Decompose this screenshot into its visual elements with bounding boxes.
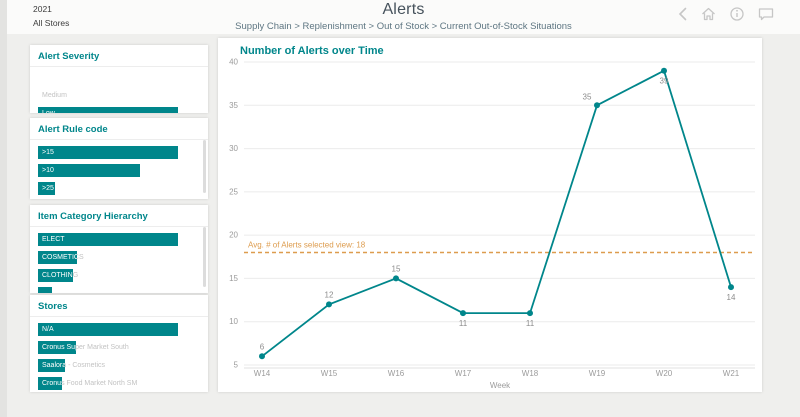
slicer-item[interactable]: ELECTELECT [38,233,178,246]
chart-title: Number of Alerts over Time [240,45,384,57]
slicer-item-label: >25 [42,185,54,192]
slicer-item-bar: Cronus Food Market North SM [38,377,62,390]
slicer-item-label: Cronus Food Market North SM [42,380,62,387]
slicer-item-label-overflow: Saalora - Cosmetics [42,362,106,369]
left-edge-strip [0,0,7,417]
y-tick-label: 35 [229,101,238,110]
chart-panel: Number of Alerts over Time 5 10 15 20 25 30 35… [218,38,762,392]
x-tick-label: W20 [656,369,673,378]
home-icon[interactable] [701,7,716,21]
y-tick-label: 30 [229,144,238,153]
x-tick-label: W19 [589,369,606,378]
data-point-label: 39 [660,77,669,86]
avg-line-label: Avg. # of Alerts selected view: 18 [248,241,366,250]
slicer-item-label: Saalora - Cosmetics [42,362,65,369]
slicer-item-label: >10 [42,167,54,174]
alerts-line-chart[interactable]: 5 10 15 20 25 30 35 40 Avg. # of Alerts selected… [218,38,762,392]
data-point-label: 11 [459,319,468,328]
slicer-panel-title: Alert Rule code [30,118,208,140]
slicer-item-bar: Low [38,107,178,113]
report-header: 2021 All Stores Alerts Supply Chain > Re… [7,0,800,34]
y-tick-label: 15 [229,274,238,283]
header-actions [678,7,774,21]
slicer-item[interactable]: CLOTHINGCLOTHING [38,269,178,282]
back-chevron-icon[interactable] [678,7,687,21]
breadcrumb: Supply Chain > Replenishment > Out of St… [235,21,572,32]
slicer-item-bar: >25 [38,182,55,195]
slicer-panel-title: Item Category Hierarchy [30,205,208,227]
slicer-item-bar: >10 [38,164,141,177]
slicer-panel-item-category-hierarchy: Item Category Hierarchy ELECTELECT COSMETI… [30,205,208,293]
year-filter-label[interactable]: 2021 [33,4,52,14]
slicer-item[interactable]: >25>25 [38,182,178,195]
store-filter-label[interactable]: All Stores [33,18,70,28]
data-point-marker[interactable] [259,353,265,360]
slicer-item[interactable]: >15>15 [38,146,178,159]
panel-scrollbar[interactable] [203,227,206,287]
slicer-item-bar: COSMETICS [38,251,78,264]
y-tick-label: 25 [229,187,238,196]
panel-scrollbar[interactable] [203,140,206,193]
slicer-item[interactable]: N/AN/A [38,323,178,336]
slicer-item-bar: ELECT [38,233,178,246]
data-point-label: 14 [727,293,736,302]
alerts-series-line [261,69,732,358]
x-tick-label: W18 [522,369,539,378]
data-point-label: 11 [526,319,535,328]
slicer-item[interactable]: LowLow [38,107,178,113]
slicer-panel-title: Stores [30,295,208,317]
slicer-item-label: COSMETICS [42,254,78,261]
slicer-item-bar: CLOTHING [38,269,73,282]
slicer-item[interactable]: MediumMedium [38,89,178,102]
x-tick-label: W14 [254,369,271,378]
x-tick-label: W17 [455,369,472,378]
slicer-item-bar [38,287,52,293]
data-point-marker[interactable] [527,310,533,317]
data-point-marker[interactable] [326,301,332,308]
y-tick-label: 20 [229,231,238,240]
slicer-item[interactable]: >10>10 [38,164,178,177]
data-point-marker[interactable] [728,284,734,291]
x-tick-label: W15 [321,369,338,378]
slicer-panel-alert-severity: Alert Severity MediumMedium LowLow [30,45,208,113]
slicer-item-label: Low [42,107,55,113]
slicer-panel-alert-rule-code: Alert Rule code >15>15 >10>10 >25>25 [30,118,208,199]
y-tick-label: 5 [234,361,239,370]
data-point-label: 12 [325,290,334,299]
y-tick-label: 40 [229,58,238,67]
slicer-item-label: N/A [42,326,54,333]
data-point-marker[interactable] [393,275,399,282]
slicer-item-label: >15 [42,149,54,156]
slicer-item-label-overflow: Cronus Super Market South [42,344,129,351]
slicer-panel-title: Alert Severity [30,45,208,67]
slicer-item-label: Cronus Super Market South [42,344,76,351]
slicer-item-bar: Saalora - Cosmetics [38,359,65,372]
data-point-marker[interactable] [594,102,600,109]
slicer-item-bar: N/A [38,323,178,336]
slicer-item-bar: Cronus Super Market South [38,341,76,354]
x-tick-label: W21 [723,369,740,378]
slicer-item-label: ELECT [42,236,65,243]
data-point-label: 6 [260,342,265,351]
slicer-item-label-overflow: Medium [42,92,67,99]
comment-icon[interactable] [758,7,774,21]
data-point-label: 35 [583,92,592,101]
slicer-item[interactable]: Cronus Food Market North SMCronus Food M… [38,377,178,390]
y-tick-label: 10 [229,317,238,326]
slicer-item[interactable]: COSMETICSCOSMETICS [38,251,178,264]
info-icon[interactable] [730,7,744,21]
x-tick-label: W16 [388,369,405,378]
data-point-marker[interactable] [661,67,667,74]
slicer-item-label-overflow: Cronus Food Market North SM [42,380,138,387]
data-point-marker[interactable] [460,310,466,317]
page-title: Alerts [382,1,425,18]
slicer-item[interactable] [38,287,178,293]
slicer-item-label: CLOTHING [42,272,73,279]
x-axis-title: Week [490,381,511,390]
slicer-item-bar: >15 [38,146,178,159]
data-point-label: 15 [392,264,401,273]
